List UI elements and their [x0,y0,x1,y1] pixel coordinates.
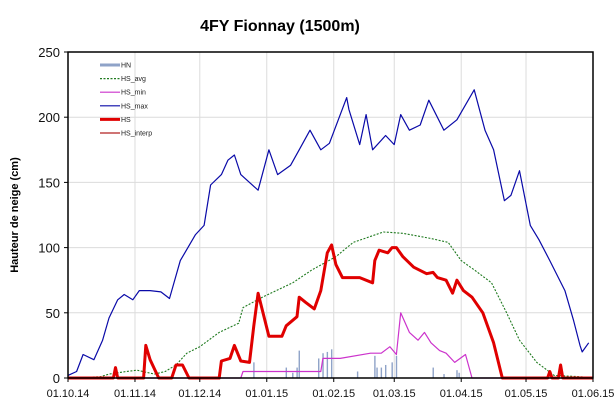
y-tick-label: 50 [46,306,60,321]
y-axis-label: Hauteur de neige (cm) [9,157,21,273]
legend-label: HN [121,63,131,70]
hn-bar [356,371,359,378]
hn-bar [374,355,376,378]
hn-bar [253,362,255,378]
x-tick-label: 01.04.15 [440,388,483,400]
x-tick-label: 01.05.15 [505,388,548,400]
legend-label: HS_max [121,103,148,110]
hn-bar [432,367,434,378]
series-line-hs [68,243,593,380]
legend: HN HS_avg HS_min HS_max HS HS_interp [100,63,152,138]
hn-bar [380,367,383,378]
y-tick-label: 250 [38,45,60,60]
x-tick-label: 01.02.15 [312,388,355,400]
hn-bar [376,367,378,378]
legend-label: HS_min [121,90,146,97]
hn-bar [395,355,398,378]
hn-bar [292,372,294,378]
x-tick-label: 01.01.15 [245,388,288,400]
hn-bar [285,367,288,378]
series-line-hs-min [68,312,593,379]
series-line-hs-avg [67,231,594,379]
y-tick-label: 100 [38,241,60,256]
x-tick-label: 01.06.15 [572,388,615,400]
hn-bar [298,350,300,378]
grid [67,51,594,379]
legend-label: HS_avg [121,76,146,83]
hn-bar [456,370,458,378]
hn-bars [253,349,460,378]
series-line-hs-max [67,89,590,376]
series-lines [67,89,594,380]
hn-bar [458,372,460,378]
hn-bar [384,364,387,378]
chart-title: 4FY Fionnay (1500m) [200,18,360,35]
y-tick-label: 200 [38,110,60,125]
x-tick-label: 01.10.14 [47,388,90,400]
plot-frame [67,51,594,379]
y-tick-label: 0 [53,371,60,386]
hn-bar [391,362,393,378]
hn-bar [330,349,333,378]
hn-bar [443,374,445,378]
x-tick-label: 01.12.14 [178,388,221,400]
axis-ticks: 01.10.14 01.11.14 01.12.14 01.01.15 01.02.15… [38,45,614,400]
hn-bar [318,358,320,378]
y-tick-label: 150 [38,175,60,190]
legend-label: HS_interp [121,131,152,138]
hn-bar [322,353,324,378]
hn-bar [326,351,329,378]
legend-label: HS [121,117,131,124]
x-tick-label: 01.03.15 [373,388,416,400]
x-tick-label: 01.11.14 [114,388,156,400]
hn-bar [296,367,298,378]
